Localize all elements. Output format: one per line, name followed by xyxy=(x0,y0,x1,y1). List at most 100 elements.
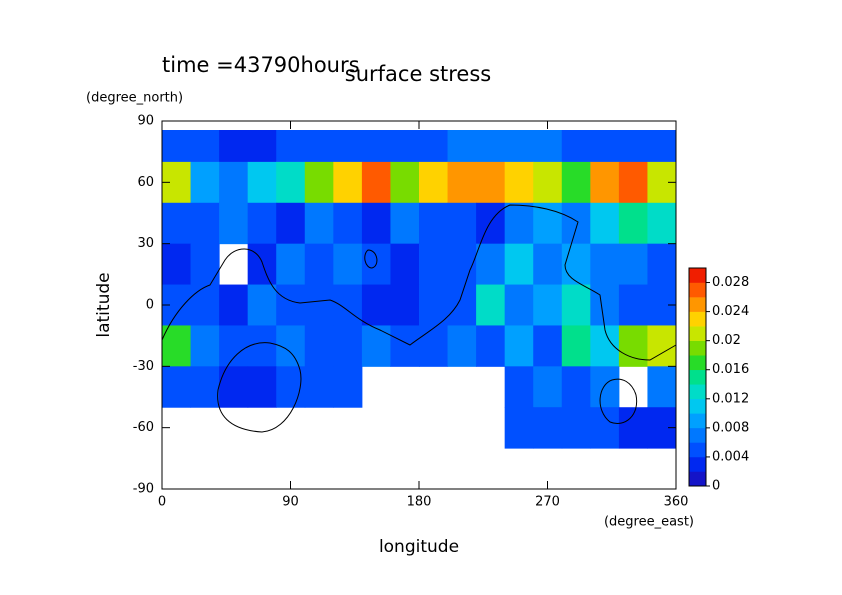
field-cell xyxy=(276,130,306,163)
field-cell xyxy=(304,366,334,408)
field-cell xyxy=(304,325,334,367)
y-tick-label: 90 xyxy=(137,114,154,129)
field-cell xyxy=(504,161,534,204)
colorbar-tick-label: 0.004 xyxy=(712,449,749,464)
colorbar-frame xyxy=(688,267,707,487)
field-cell xyxy=(561,243,591,286)
field-cell xyxy=(504,130,534,163)
field-cell xyxy=(276,284,306,326)
field-cell xyxy=(247,366,277,408)
field-cell xyxy=(618,284,648,326)
field-cell xyxy=(361,284,391,326)
field-cell xyxy=(476,325,506,367)
field-cell xyxy=(419,325,449,367)
field-cell xyxy=(390,130,420,163)
field-cell xyxy=(504,202,534,245)
y-tick-label: -90 xyxy=(133,482,154,497)
field-cell xyxy=(618,325,648,367)
field-cell xyxy=(190,325,220,367)
colorbar-swatch xyxy=(689,442,706,458)
field-cell xyxy=(561,161,591,204)
y-tick-label: 30 xyxy=(137,236,154,251)
field-cell xyxy=(304,161,334,204)
x-tick-label: 90 xyxy=(282,495,299,510)
field-cell xyxy=(476,202,506,245)
field-cell xyxy=(476,161,506,204)
y-unit: (degree_north) xyxy=(86,91,183,106)
field-cell xyxy=(190,243,220,286)
coastline xyxy=(161,204,677,433)
field-cell xyxy=(190,161,220,204)
field-cell xyxy=(504,325,534,367)
field-cell xyxy=(219,161,249,204)
colorbar-tick-label: 0.008 xyxy=(712,420,749,435)
colorbar-tick-label: 0.024 xyxy=(712,304,749,319)
field-cell xyxy=(304,130,334,163)
field-cell xyxy=(219,130,249,163)
field-cell xyxy=(647,325,677,367)
field-cell xyxy=(304,243,334,286)
y-tick-label: 0 xyxy=(146,298,154,313)
field-cell xyxy=(533,284,563,326)
field-cell xyxy=(533,366,563,408)
field-cell xyxy=(590,130,620,163)
field-cell xyxy=(590,284,620,326)
field-cell xyxy=(561,130,591,163)
colorbar-tick-label: 0.02 xyxy=(712,333,741,348)
field-cell xyxy=(561,202,591,245)
field-cell xyxy=(247,202,277,245)
field-cell xyxy=(333,284,363,326)
field-cell xyxy=(533,407,563,449)
x-tick-label: 360 xyxy=(664,495,689,510)
field-cell xyxy=(618,202,648,245)
field-cell xyxy=(247,161,277,204)
field-cell xyxy=(247,130,277,163)
colorbar-swatch xyxy=(689,355,706,371)
field-cell xyxy=(361,325,391,367)
y-axis-label: latitude xyxy=(94,272,114,337)
colorbar-swatch xyxy=(689,384,706,400)
field-cell xyxy=(504,407,534,449)
colorbar-swatch xyxy=(689,282,706,298)
field-cell xyxy=(361,161,391,204)
x-tick-label: 180 xyxy=(407,495,432,510)
field-cell xyxy=(390,243,420,286)
field-cell xyxy=(533,243,563,286)
y-tick-label: -60 xyxy=(133,420,154,435)
x-unit: (degree_east) xyxy=(604,515,694,530)
field-cell xyxy=(618,130,648,163)
field-cell xyxy=(219,284,249,326)
field-cell xyxy=(647,130,677,163)
colorbar-swatch xyxy=(689,369,706,385)
chart-subtitle: time =43790hours xyxy=(162,53,360,77)
field-cell xyxy=(162,202,192,245)
field-cell xyxy=(447,161,477,204)
field-cell xyxy=(333,243,363,286)
field-cell xyxy=(419,243,449,286)
field-cell xyxy=(247,284,277,326)
field-cell xyxy=(447,325,477,367)
colorbar-swatch xyxy=(689,311,706,327)
field-cell xyxy=(590,202,620,245)
field-cell xyxy=(333,202,363,245)
field-cell xyxy=(276,202,306,245)
field-cell xyxy=(561,366,591,408)
x-axis-label: longitude xyxy=(379,537,459,557)
colorbar-swatch xyxy=(689,456,706,472)
field-cell xyxy=(647,366,677,408)
field-cell xyxy=(333,366,363,408)
field-cell xyxy=(561,325,591,367)
field-cell xyxy=(618,161,648,204)
axes: 0 90 180 270 360 -90 -60 -30 0 30 60 90 xyxy=(133,114,689,510)
field-cell xyxy=(390,202,420,245)
field-cell xyxy=(390,161,420,204)
field-cell xyxy=(190,202,220,245)
y-tick-label: 60 xyxy=(137,175,154,190)
field-cell xyxy=(590,325,620,367)
field-cell xyxy=(247,325,277,367)
colorbar-tick-label: 0.028 xyxy=(712,275,749,290)
colorbar-swatch xyxy=(689,268,706,283)
field-cell xyxy=(533,325,563,367)
field-cell xyxy=(162,130,192,163)
